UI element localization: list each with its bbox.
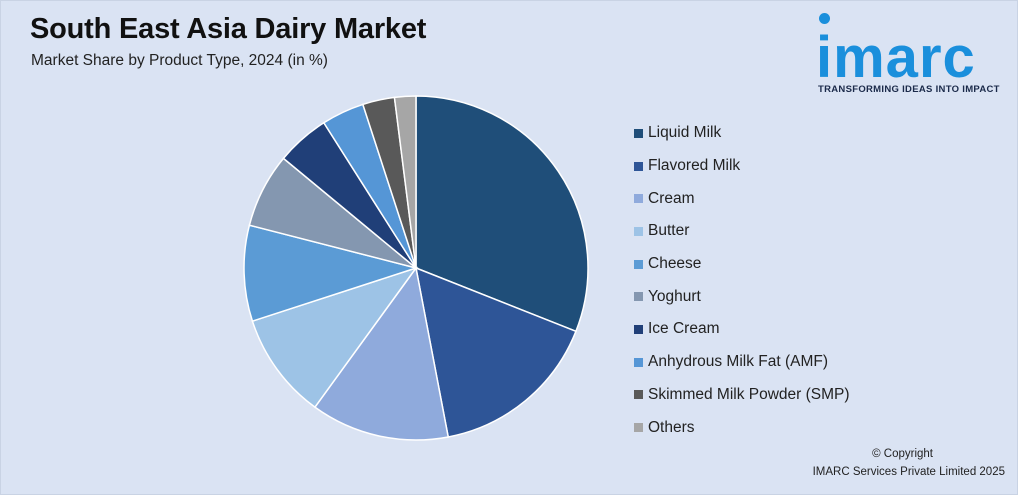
legend-label: Ice Cream bbox=[648, 320, 720, 338]
chart-legend: Liquid Milk Flavored Milk Cream Butter Chees… bbox=[634, 117, 850, 444]
legend-item: Liquid Milk bbox=[634, 117, 850, 150]
chart-subtitle: Market Share by Product Type, 2024 (in %… bbox=[31, 52, 328, 69]
copyright-line-2: IMARC Services Private Limited 2025 bbox=[812, 466, 1005, 478]
legend-label: Cheese bbox=[648, 255, 702, 273]
legend-swatch bbox=[634, 259, 643, 269]
legend-item: Others bbox=[634, 411, 850, 444]
legend-label: Others bbox=[648, 418, 695, 436]
legend-item: Yoghurt bbox=[634, 280, 850, 313]
legend-label: Cream bbox=[648, 189, 695, 207]
legend-item: Cream bbox=[634, 182, 850, 215]
pie-slice-cream bbox=[313, 266, 450, 441]
legend-item: Ice Cream bbox=[634, 313, 850, 346]
legend-item: Anhydrous Milk Fat (AMF) bbox=[634, 346, 850, 379]
copyright-line-1: © Copyright bbox=[872, 448, 933, 460]
legend-item: Cheese bbox=[634, 248, 850, 281]
logo-tagline: TRANSFORMING IDEAS INTO IMPACT bbox=[818, 84, 1000, 95]
pie-slice-liquid-milk bbox=[415, 95, 589, 333]
pie-slice-others bbox=[393, 95, 417, 269]
legend-label: Skimmed Milk Powder (SMP) bbox=[648, 385, 850, 403]
pie-slice-cheese bbox=[243, 224, 419, 323]
legend-label: Liquid Milk bbox=[648, 124, 722, 142]
legend-swatch bbox=[634, 357, 643, 367]
legend-swatch bbox=[634, 292, 643, 302]
legend-swatch bbox=[634, 390, 643, 400]
legend-label: Flavored Milk bbox=[648, 157, 741, 175]
pie-slice-flavored-milk bbox=[415, 266, 577, 438]
legend-swatch bbox=[634, 161, 643, 171]
legend-label: Yoghurt bbox=[648, 287, 701, 305]
imarc-logo: imarc TRANSFORMING IDEAS INTO IMPACT bbox=[811, 11, 1011, 99]
legend-swatch bbox=[634, 324, 643, 334]
legend-swatch bbox=[634, 128, 643, 138]
legend-item: Flavored Milk bbox=[634, 150, 850, 183]
legend-label: Anhydrous Milk Fat (AMF) bbox=[648, 353, 829, 371]
legend-swatch bbox=[634, 194, 643, 204]
copyright-notice: © Copyright IMARC Services Private Limit… bbox=[813, 445, 1005, 481]
legend-item: Butter bbox=[634, 215, 850, 248]
legend-swatch bbox=[634, 423, 643, 433]
chart-title: South East Asia Dairy Market bbox=[30, 13, 427, 45]
logo-wordmark: imarc bbox=[816, 25, 976, 90]
legend-item: Skimmed Milk Powder (SMP) bbox=[634, 379, 850, 412]
legend-swatch bbox=[634, 226, 643, 236]
logo-dot-icon bbox=[819, 13, 830, 24]
legend-label: Butter bbox=[648, 222, 690, 240]
pie-slice-butter bbox=[251, 266, 418, 409]
